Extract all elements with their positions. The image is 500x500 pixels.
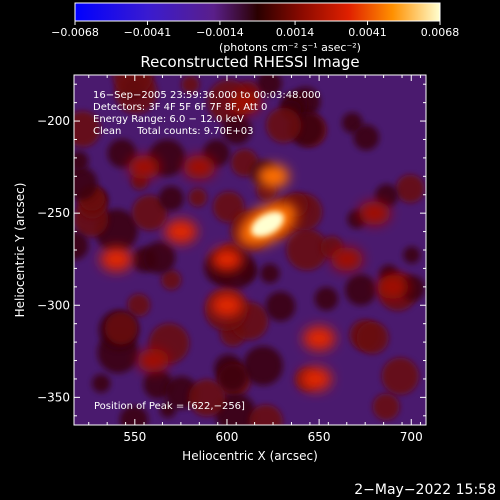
background-texture	[353, 124, 380, 151]
background-texture	[396, 174, 425, 203]
peak-source	[251, 211, 284, 237]
background-texture	[403, 246, 421, 264]
background-texture	[74, 151, 89, 171]
background-texture	[113, 75, 153, 96]
colorbar-unit-label: (photons cm⁻² s⁻¹ asec⁻²)	[219, 41, 361, 54]
secondary-source	[330, 247, 363, 272]
y-tick-label: −350	[37, 390, 70, 404]
annotation-energy-range: Energy Range: 6.0 − 12.0 keV	[93, 114, 244, 125]
footer-date: 2−May−2022 15:58	[354, 482, 496, 498]
background-texture	[107, 139, 137, 168]
background-texture	[127, 293, 150, 317]
background-texture	[256, 75, 282, 96]
x-axis-label: Heliocentric X (arcsec)	[182, 449, 318, 463]
background-texture	[104, 312, 138, 345]
secondary-source	[229, 90, 262, 115]
secondary-source	[100, 247, 133, 272]
background-texture	[181, 75, 200, 94]
secondary-source	[303, 326, 336, 351]
background-texture	[248, 404, 283, 425]
secondary-source	[128, 155, 161, 180]
background-texture	[356, 321, 389, 354]
y-tick-label: −200	[37, 114, 70, 128]
colorbar-tick-label: 0.0041	[348, 26, 387, 39]
y-tick-label: −300	[37, 298, 70, 312]
image-plot-area	[74, 75, 426, 425]
background-texture	[158, 185, 184, 211]
background-texture	[314, 286, 339, 311]
x-tick-label: 700	[400, 430, 423, 444]
background-texture	[119, 405, 149, 425]
x-tick-label: 550	[123, 430, 146, 444]
peak-position-label: Position of Peak = [622,−256]	[94, 401, 245, 412]
background-texture	[188, 379, 226, 417]
background-texture	[243, 345, 283, 386]
background-texture	[266, 107, 302, 143]
background-texture	[74, 231, 89, 260]
secondary-source	[210, 293, 243, 318]
secondary-source	[358, 201, 391, 226]
colorbar-ticks: −0.0068 −0.0041 −0.0014 0.0014 0.0041 0.0068	[51, 21, 459, 39]
annotation-block: 16−Sep−2005 23:59:36.000 to 00:03:48.000…	[93, 90, 321, 137]
secondary-source	[210, 247, 243, 272]
chart-title: Reconstructed RHESSI Image	[140, 53, 359, 71]
background-texture	[213, 191, 245, 223]
secondary-source	[183, 155, 216, 180]
x-tick-label: 650	[308, 430, 331, 444]
y-axis-label: Heliocentric Y (arcsec)	[13, 183, 27, 318]
background-texture	[375, 184, 399, 208]
background-texture	[345, 274, 377, 306]
background-texture	[74, 166, 98, 201]
colorbar	[74, 2, 441, 22]
annotation-detectors: Detectors: 3F 4F 5F 6F 7F 8F, Att 0	[93, 102, 267, 113]
annotation-time-range: 16−Sep−2005 23:59:36.000 to 00:03:48.000	[93, 90, 321, 101]
background-texture	[341, 112, 363, 134]
source-layer	[74, 75, 426, 425]
axis-ticks: 550 600 650 700 −200 −250 −300 −350	[37, 75, 426, 444]
y-tick-label: −250	[37, 206, 70, 220]
background-texture	[286, 228, 328, 271]
background-texture	[132, 195, 168, 231]
x-tick-label: 600	[216, 430, 239, 444]
secondary-source	[137, 348, 170, 373]
colorbar-tick-label: −0.0041	[124, 26, 172, 39]
secondary-source	[299, 366, 332, 391]
secondary-source	[376, 274, 409, 299]
background-texture	[372, 393, 400, 421]
colorbar-tick-label: −0.0068	[51, 26, 99, 39]
background-texture	[222, 115, 252, 145]
secondary-source	[257, 164, 290, 189]
background-texture	[161, 270, 182, 290]
background-texture	[92, 374, 111, 393]
background-texture	[74, 111, 101, 147]
background-texture	[188, 188, 207, 207]
background-texture	[381, 357, 419, 395]
background-texture	[260, 263, 280, 284]
background-texture	[218, 363, 247, 392]
colorbar-tick-label: −0.0014	[196, 26, 244, 39]
secondary-source	[164, 219, 197, 244]
background-texture	[143, 241, 176, 274]
annotation-total-counts: Clean Total counts: 9.70E+03	[93, 126, 253, 137]
background-texture	[265, 291, 296, 322]
colorbar-tick-label: 0.0068	[421, 26, 460, 39]
colorbar-tick-label: 0.0014	[276, 26, 315, 39]
